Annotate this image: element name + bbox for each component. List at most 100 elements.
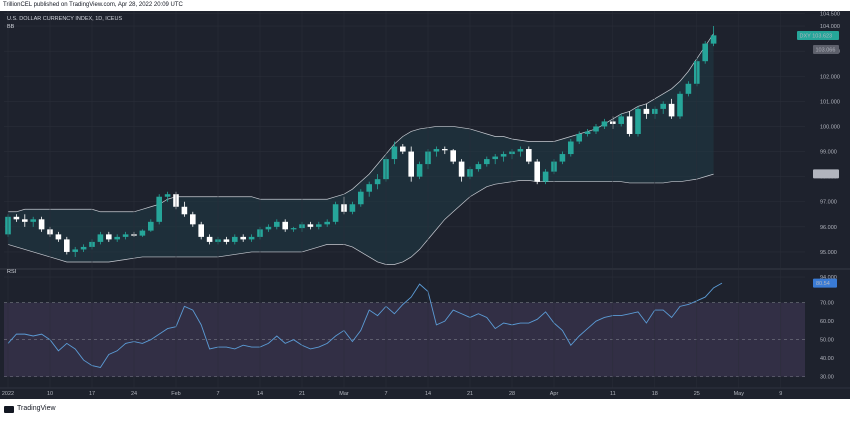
candle[interactable] — [626, 111, 633, 137]
candle[interactable] — [668, 98, 675, 119]
candle[interactable] — [22, 214, 28, 227]
candle[interactable] — [593, 123, 599, 134]
candle-body — [122, 234, 129, 237]
candle[interactable] — [181, 201, 188, 217]
candle-body — [668, 103, 675, 117]
candle[interactable] — [316, 221, 322, 230]
candle-body — [248, 236, 255, 240]
candle-body — [534, 161, 540, 182]
candle[interactable] — [685, 81, 692, 97]
candle[interactable] — [139, 229, 146, 237]
candle[interactable] — [232, 234, 238, 245]
candle[interactable] — [190, 211, 196, 227]
candle-body — [358, 191, 364, 205]
candle[interactable] — [635, 106, 641, 137]
rsi-pane[interactable]: 30.00 40.00 50.00 60.00 70.00 80.54 — [4, 278, 837, 381]
candle[interactable] — [391, 141, 398, 165]
tradingview-logo[interactable]: TradingView — [4, 399, 56, 419]
candle[interactable] — [374, 174, 381, 190]
candle[interactable] — [349, 201, 356, 215]
price-pane[interactable]: 94.00095.00096.00097.00098.00099.000100.… — [0, 12, 850, 282]
candle[interactable] — [366, 181, 372, 197]
candle[interactable] — [307, 221, 314, 230]
candle[interactable] — [702, 41, 708, 64]
candle[interactable] — [156, 194, 162, 225]
candle[interactable] — [223, 236, 230, 245]
candle[interactable] — [601, 118, 608, 129]
candle-body — [442, 149, 448, 151]
candle[interactable] — [206, 234, 213, 245]
candle[interactable] — [618, 113, 624, 127]
candle[interactable] — [400, 144, 406, 155]
candle[interactable] — [458, 159, 465, 182]
candle-body — [316, 224, 322, 227]
candle[interactable] — [13, 214, 20, 222]
candle[interactable] — [475, 161, 482, 172]
candle[interactable] — [660, 101, 666, 114]
x-tick-label: 17 — [89, 391, 95, 397]
candle[interactable] — [122, 231, 129, 240]
candle[interactable] — [114, 234, 120, 242]
candle[interactable] — [290, 226, 297, 232]
candle[interactable] — [324, 219, 330, 227]
candle[interactable] — [198, 221, 204, 240]
candle[interactable] — [568, 139, 574, 157]
candle[interactable] — [55, 231, 62, 242]
candle[interactable] — [72, 246, 78, 257]
y-tick-label: 101.000 — [820, 99, 840, 105]
candle[interactable] — [30, 216, 36, 227]
rsi-y-tick-label: 30.00 — [820, 375, 834, 381]
candle-body — [139, 230, 146, 236]
candle[interactable] — [164, 191, 171, 202]
candle[interactable] — [80, 244, 87, 252]
candle-body — [13, 216, 20, 220]
candle[interactable] — [500, 151, 507, 162]
rsi-line — [7, 282, 723, 368]
candle[interactable] — [248, 234, 255, 242]
candle[interactable] — [64, 236, 70, 255]
time-axis[interactable]: 2022 10 17 24 Feb 7 14 21 Mar 7 14 21 28 Apr 11 18 25 May… — [0, 11, 850, 397]
candle[interactable] — [148, 219, 154, 232]
candle[interactable] — [517, 146, 524, 157]
candle-body — [618, 116, 624, 124]
candle[interactable] — [265, 224, 272, 232]
candle-body — [416, 164, 423, 177]
candle[interactable] — [559, 151, 566, 165]
candle[interactable] — [38, 216, 45, 232]
candle[interactable] — [534, 159, 540, 185]
tradingview-chart[interactable]: 94.00095.00096.00097.00098.00099.000100.… — [0, 11, 850, 399]
candle[interactable] — [433, 146, 440, 157]
candle-body — [72, 249, 78, 252]
x-tick-label: 2022 — [2, 391, 14, 397]
chart-area[interactable]: 94.00095.00096.00097.00098.00099.000100.… — [0, 11, 850, 399]
bollinger-lower-line — [7, 173, 714, 265]
candle[interactable] — [274, 219, 280, 230]
candle[interactable] — [282, 219, 288, 232]
candle-body — [517, 149, 524, 152]
candle[interactable] — [710, 26, 717, 47]
candle[interactable] — [526, 146, 532, 165]
candle-body — [265, 226, 272, 230]
candle-body — [576, 133, 582, 142]
candle[interactable] — [442, 146, 448, 155]
candle[interactable] — [492, 154, 498, 165]
candle[interactable] — [408, 146, 414, 182]
candle[interactable] — [484, 156, 490, 167]
x-tick-label: 9 — [779, 391, 782, 397]
candle[interactable] — [240, 234, 246, 242]
candle[interactable] — [106, 231, 112, 242]
candle[interactable] — [358, 189, 364, 207]
candle[interactable] — [643, 103, 650, 119]
candle[interactable] — [542, 169, 549, 185]
candle[interactable] — [332, 201, 339, 225]
candle-body — [223, 239, 230, 242]
candle[interactable] — [576, 131, 582, 145]
candle[interactable] — [416, 161, 423, 180]
candle[interactable] — [677, 91, 683, 119]
price-badge-text: 98.108 — [816, 172, 833, 178]
x-tick-label: 25 — [694, 391, 700, 397]
candle[interactable] — [97, 231, 104, 245]
candle[interactable] — [584, 128, 591, 137]
candle[interactable] — [450, 149, 456, 165]
candle-body — [702, 43, 708, 62]
